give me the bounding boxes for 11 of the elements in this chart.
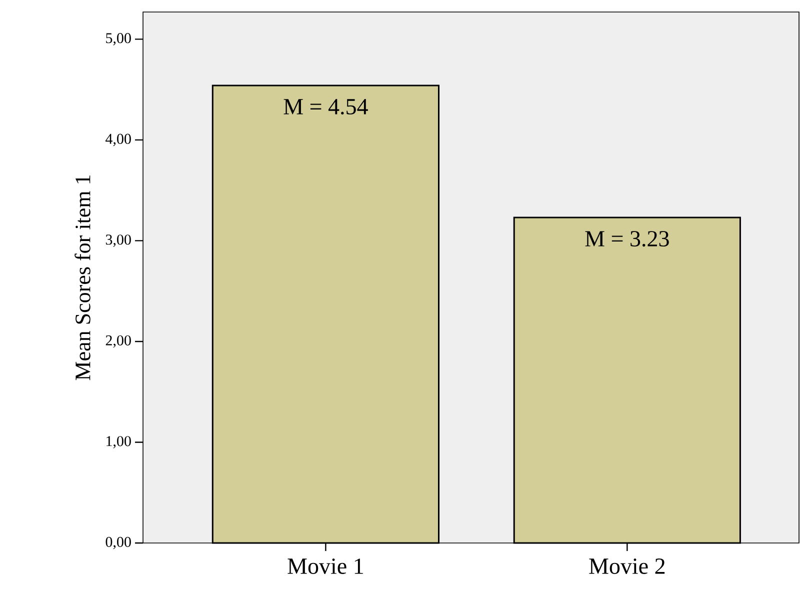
y-tick-label: 3,00 [106, 234, 131, 247]
data-label: M = 3.23 [585, 231, 669, 247]
y-tick-label: 0,00 [106, 536, 131, 550]
y-tick-label: 4,00 [106, 134, 131, 146]
y-tick-label: 5,00 [106, 33, 131, 46]
y-tick-label: 2,00 [106, 335, 131, 348]
y-tick-label: 1,00 [106, 436, 131, 448]
x-tick-label: Movie 2 [589, 558, 665, 574]
y-axis-title: Mean Scores for item 1 [74, 176, 90, 380]
data-label: M = 4.54 [284, 99, 368, 115]
x-tick-label: Movie 1 [288, 558, 363, 574]
